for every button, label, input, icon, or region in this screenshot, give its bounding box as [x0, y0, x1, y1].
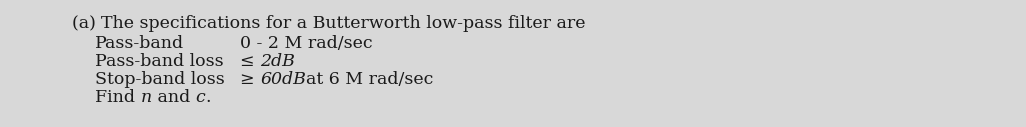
Text: The specifications for a Butterworth low-pass filter are: The specifications for a Butterworth low… [102, 15, 586, 32]
Text: Find: Find [95, 89, 141, 106]
Text: 2dB: 2dB [260, 53, 294, 70]
Text: Pass-band: Pass-band [95, 35, 184, 52]
Text: 0 - 2 M rad/sec: 0 - 2 M rad/sec [240, 35, 372, 52]
Text: 60dB: 60dB [260, 71, 306, 88]
Text: ≤: ≤ [240, 53, 260, 70]
Text: (a): (a) [72, 15, 102, 32]
Text: Stop-band loss: Stop-band loss [95, 71, 225, 88]
Text: and: and [152, 89, 196, 106]
Text: c: c [196, 89, 205, 106]
Text: at 6 M rad/sec: at 6 M rad/sec [306, 71, 433, 88]
Text: Pass-band loss: Pass-band loss [95, 53, 224, 70]
Text: ≥: ≥ [240, 71, 260, 88]
Text: n: n [141, 89, 152, 106]
Text: .: . [205, 89, 210, 106]
